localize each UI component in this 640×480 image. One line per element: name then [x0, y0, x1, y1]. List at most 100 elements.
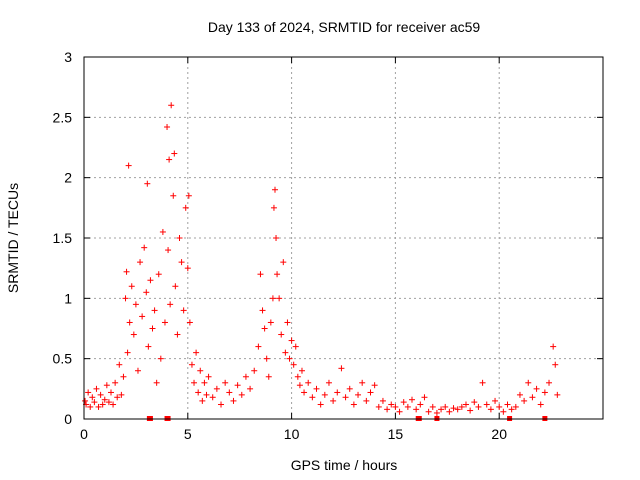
data-point [139, 313, 146, 320]
data-point [132, 301, 139, 308]
data-point [286, 355, 293, 362]
data-point [168, 102, 175, 109]
data-point [375, 403, 382, 410]
data-point [103, 382, 110, 389]
data-point [342, 394, 349, 401]
data-point [144, 180, 151, 187]
data-point [442, 403, 449, 410]
data-point [546, 379, 553, 386]
data-point [112, 379, 119, 386]
data-point [363, 397, 370, 404]
data-point [153, 379, 160, 386]
data-point [120, 373, 127, 380]
y-tick-label: 0 [64, 411, 72, 427]
y-tick-label: 2 [64, 170, 72, 186]
data-point [166, 156, 173, 163]
data-point [346, 385, 353, 392]
data-point [251, 367, 258, 374]
data-point [155, 271, 162, 278]
data-point [392, 403, 399, 410]
data-point [305, 379, 312, 386]
data-point [271, 186, 278, 193]
data-point [321, 391, 328, 398]
data-point [467, 407, 474, 414]
data-point [141, 244, 148, 251]
data-point [149, 325, 156, 332]
data-point [134, 367, 141, 374]
data-point [278, 331, 285, 338]
data-point [101, 396, 108, 403]
data-point [496, 403, 503, 410]
data-point [554, 391, 561, 398]
x-tick-label: 5 [184, 426, 192, 442]
data-point [270, 204, 277, 211]
data-point [205, 373, 212, 380]
data-point [409, 396, 416, 403]
data-point [350, 401, 357, 408]
data-point [512, 403, 519, 410]
data-point [433, 409, 440, 416]
data-point [454, 406, 461, 413]
data-point [151, 307, 158, 314]
data-point [404, 403, 411, 410]
data-point [99, 401, 106, 408]
data-point [292, 343, 299, 350]
data-point [421, 394, 428, 401]
x-tick-label: 0 [80, 426, 88, 442]
data-point [191, 379, 198, 386]
data-point [147, 277, 154, 284]
data-point [516, 391, 523, 398]
data-point [487, 406, 494, 413]
data-point [170, 192, 177, 199]
data-point [257, 271, 264, 278]
x-tick-label: 15 [388, 426, 404, 442]
data-point [230, 397, 237, 404]
data-point [317, 401, 324, 408]
data-point [137, 259, 144, 266]
data-point [95, 403, 102, 410]
data-point [458, 403, 465, 410]
data-point [479, 379, 486, 386]
data-point [298, 367, 305, 374]
data-point [97, 391, 104, 398]
data-point [247, 385, 254, 392]
data-point [371, 382, 378, 389]
y-tick-label: 2.5 [53, 109, 73, 125]
data-point [413, 406, 420, 413]
data-point [234, 382, 241, 389]
data-point [89, 394, 96, 401]
data-point [85, 389, 92, 396]
data-point [209, 394, 216, 401]
data-point [388, 401, 395, 408]
data-point [533, 385, 540, 392]
data-point [126, 319, 133, 326]
data-point [167, 301, 174, 308]
data-point [500, 408, 507, 415]
data-point [128, 283, 135, 290]
data-point [238, 391, 245, 398]
data-point [355, 391, 362, 398]
data-point [429, 403, 436, 410]
data-point [288, 337, 295, 344]
data-point [161, 319, 168, 326]
data-point [301, 389, 308, 396]
data-point [118, 391, 125, 398]
data-point [552, 361, 559, 368]
data-point [125, 162, 132, 169]
data-point [197, 367, 204, 374]
data-point [178, 259, 185, 266]
data-point [269, 295, 276, 302]
data-point [93, 385, 100, 392]
data-point [226, 389, 233, 396]
data-point [201, 379, 208, 386]
y-axis-label: SRMTID / TECUs [5, 183, 21, 293]
data-point [213, 385, 220, 392]
x-tick-label: 10 [284, 426, 300, 442]
x-tick-label: 20 [491, 426, 507, 442]
data-point [483, 401, 490, 408]
data-point [267, 319, 274, 326]
y-tick-label: 0.5 [53, 351, 73, 367]
data-point [261, 325, 268, 332]
data-point [541, 389, 548, 396]
data-point [259, 307, 266, 314]
